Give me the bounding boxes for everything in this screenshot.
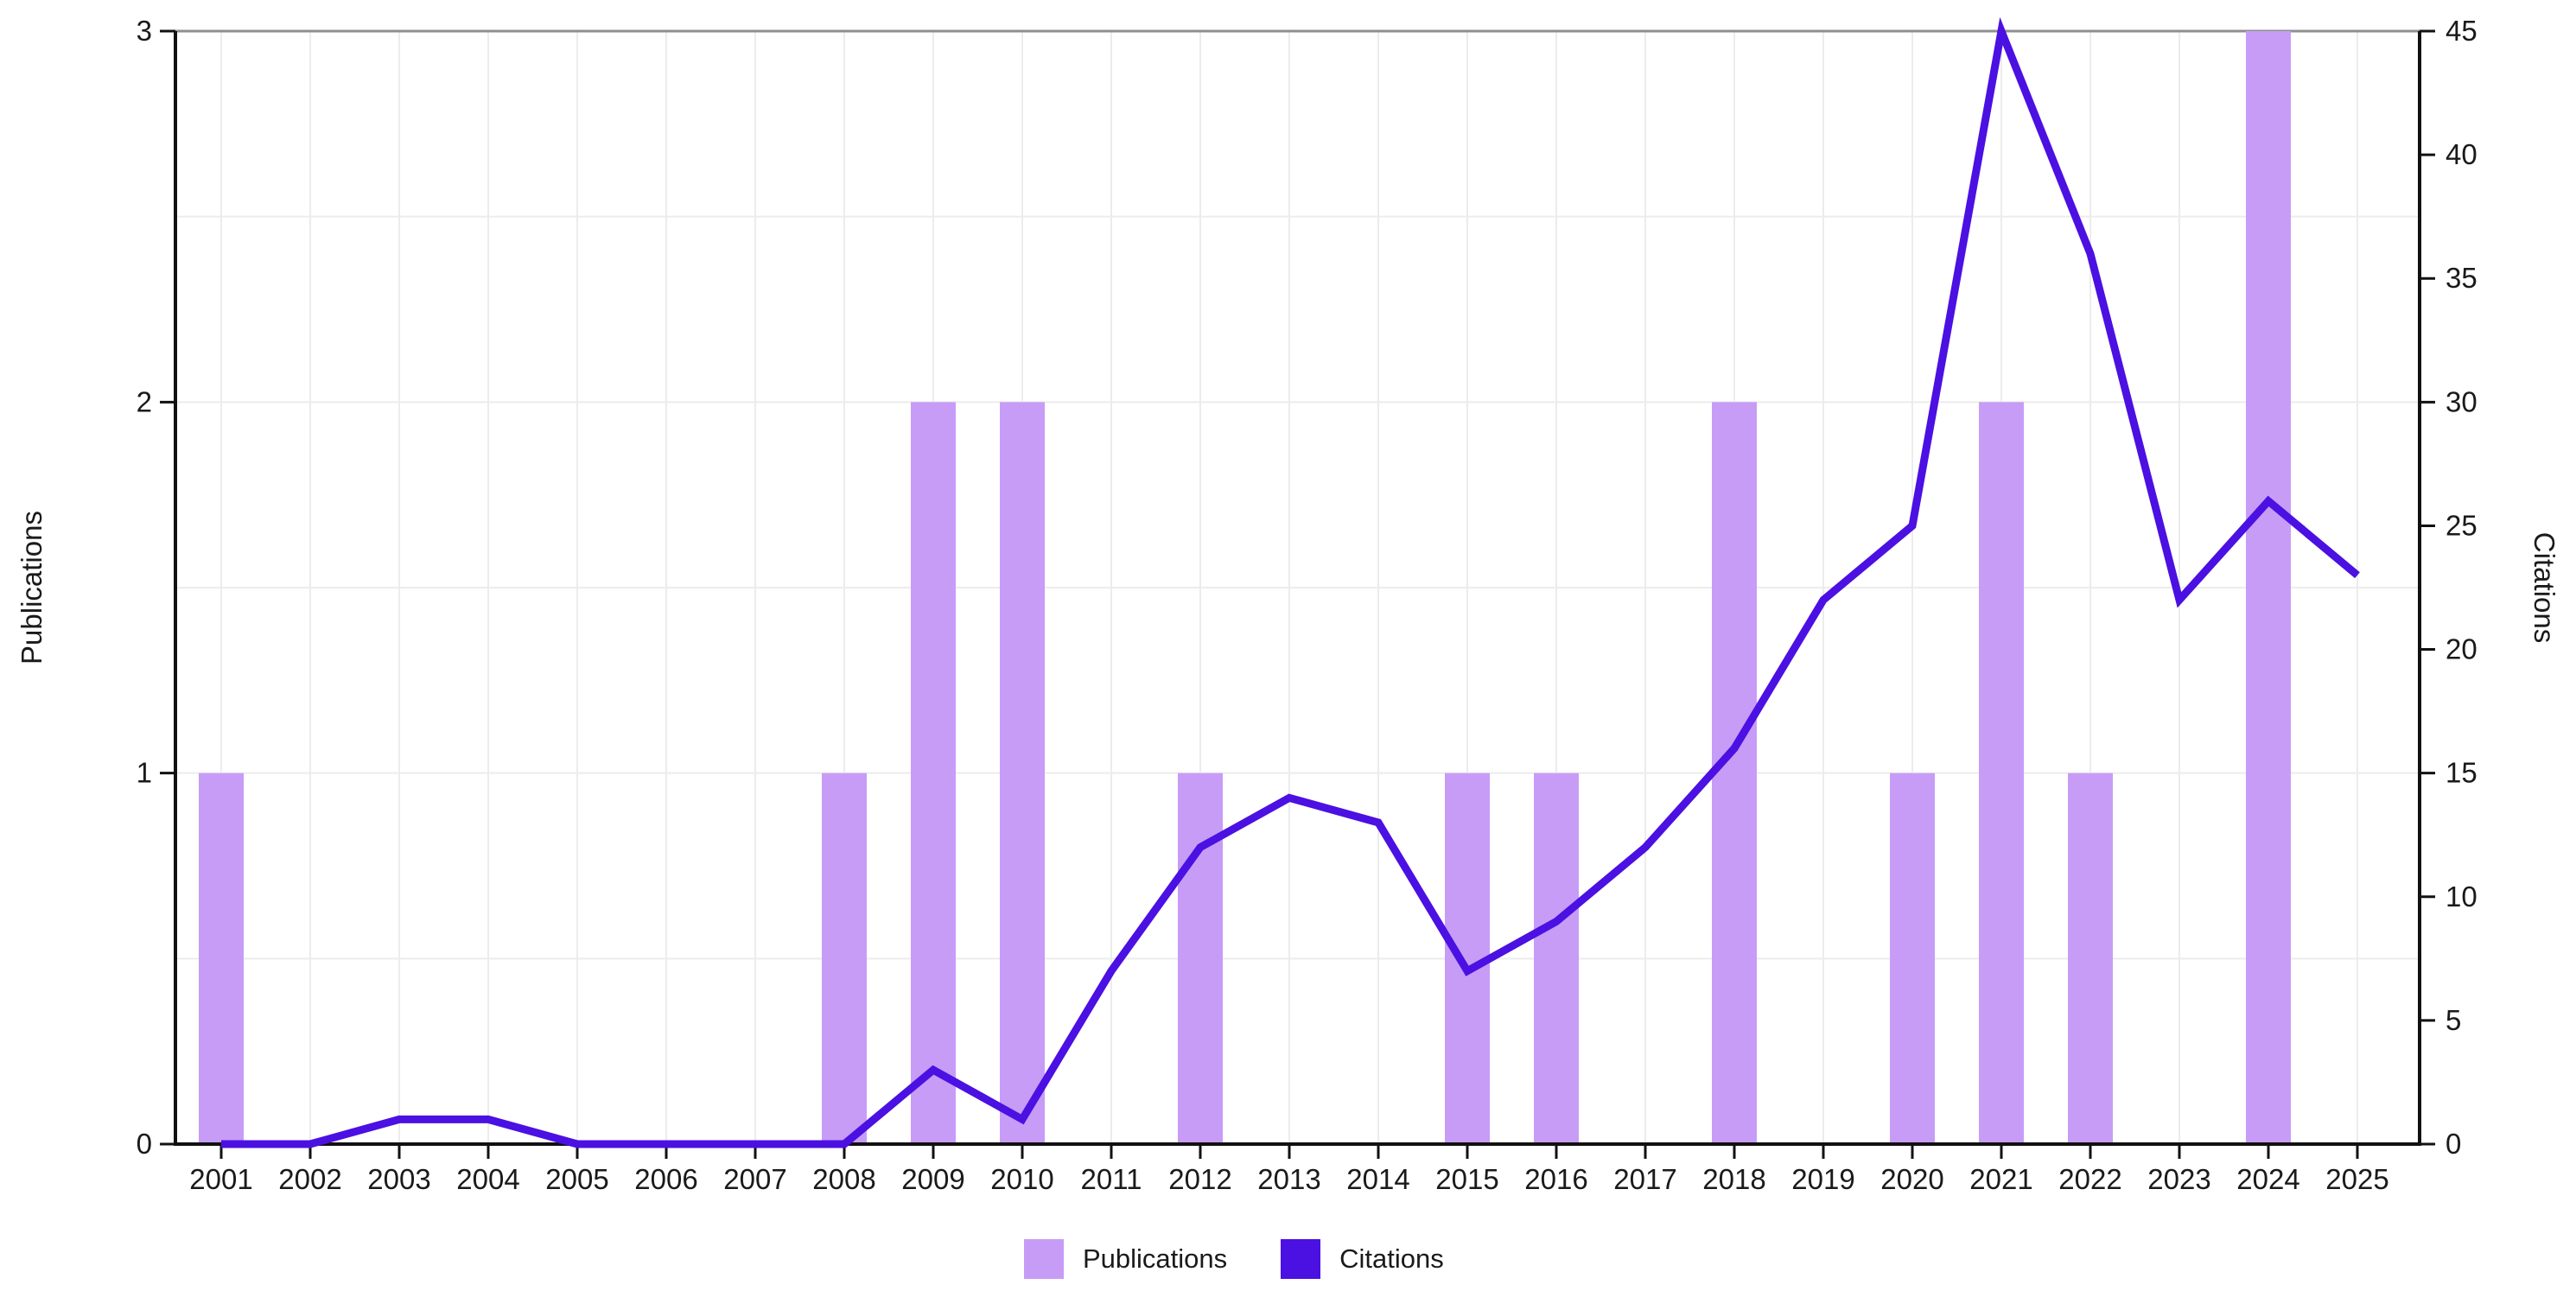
x-tick-label: 2002	[278, 1163, 341, 1195]
x-tick-label: 2025	[2325, 1163, 2388, 1195]
legend: Publications Citations	[1024, 1239, 1444, 1279]
citations-legend-swatch	[1281, 1239, 1321, 1279]
right-y-tick-label: 10	[2446, 881, 2477, 913]
x-tick-label: 2015	[1435, 1163, 1498, 1195]
left-y-tick-label: 2	[137, 385, 152, 417]
publications-bar-2008	[822, 773, 867, 1144]
x-tick-label: 2007	[723, 1163, 786, 1195]
x-tick-label: 2011	[1081, 1163, 1142, 1195]
publications-bar-2018	[1712, 402, 1757, 1144]
legend-item-citations: Citations	[1281, 1239, 1444, 1279]
publications-bar-2010	[1000, 402, 1045, 1144]
citations-legend-label: Citations	[1339, 1243, 1444, 1274]
right-y-tick-label: 45	[2446, 15, 2477, 47]
left-y-tick-label: 3	[137, 15, 152, 47]
x-tick-label: 2016	[1524, 1163, 1587, 1195]
left-y-axis-title: Publications	[16, 511, 48, 665]
right-y-tick-label: 35	[2446, 262, 2477, 294]
x-tick-label: 2001	[189, 1163, 252, 1195]
x-tick-label: 2010	[990, 1163, 1053, 1195]
x-tick-label: 2017	[1613, 1163, 1676, 1195]
x-tick-label: 2009	[901, 1163, 964, 1195]
x-tick-label: 2014	[1346, 1163, 1409, 1195]
x-tick-label: 2006	[634, 1163, 697, 1195]
right-y-tick-label: 30	[2446, 385, 2477, 417]
legend-item-publications: Publications	[1024, 1239, 1227, 1279]
publications-bar-2022	[2068, 773, 2113, 1144]
publications-bar-2009	[911, 402, 956, 1144]
x-tick-label: 2021	[1969, 1163, 2032, 1195]
x-tick-label: 2019	[1791, 1163, 1854, 1195]
left-y-tick-label: 0	[137, 1128, 152, 1160]
right-y-tick-label: 40	[2446, 138, 2477, 170]
x-tick-label: 2018	[1702, 1163, 1765, 1195]
x-tick-label: 2005	[545, 1163, 608, 1195]
x-tick-label: 2024	[2236, 1163, 2299, 1195]
right-y-axis-title: Citations	[2528, 531, 2560, 644]
publications-bar-2024	[2246, 31, 2291, 1144]
x-tick-label: 2013	[1257, 1163, 1320, 1195]
publications-bar-2012	[1178, 773, 1223, 1144]
publications-bar-2016	[1534, 773, 1579, 1144]
publications-bar-2021	[1979, 402, 2024, 1144]
right-y-tick-label: 0	[2446, 1128, 2461, 1160]
publications-bar-2020	[1890, 773, 1935, 1144]
publications-legend-swatch	[1024, 1239, 1064, 1279]
x-tick-label: 2008	[812, 1163, 875, 1195]
right-y-tick-label: 20	[2446, 633, 2477, 665]
x-tick-label: 2022	[2058, 1163, 2121, 1195]
citations-line	[221, 16, 2360, 1148]
publications-legend-label: Publications	[1083, 1243, 1228, 1274]
x-tick-label: 2003	[367, 1163, 430, 1195]
x-tick-label: 2004	[456, 1163, 519, 1195]
publications-bar-2001	[199, 773, 244, 1144]
right-y-tick-label: 25	[2446, 509, 2477, 541]
right-y-tick-label: 15	[2446, 757, 2477, 789]
x-tick-label: 2020	[1880, 1163, 1943, 1195]
left-y-tick-label: 1	[137, 757, 152, 789]
right-y-tick-label: 5	[2446, 1004, 2461, 1036]
x-tick-label: 2012	[1168, 1163, 1231, 1195]
x-tick-label: 2023	[2147, 1163, 2210, 1195]
